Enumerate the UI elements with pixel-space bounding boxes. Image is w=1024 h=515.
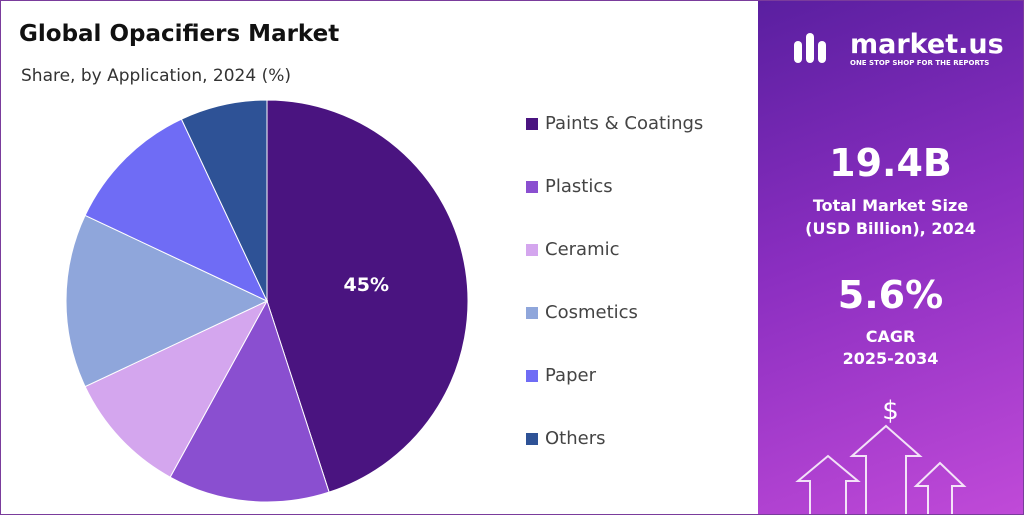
legend-swatch bbox=[526, 244, 538, 256]
cagr-label: CAGR bbox=[865, 327, 916, 346]
cagr-label: 2025-2034 bbox=[842, 349, 939, 368]
legend-label: Paints & Coatings bbox=[545, 113, 703, 134]
currency-icon: $ bbox=[882, 396, 899, 426]
legend-label: Paper bbox=[545, 365, 597, 386]
chart: Global Opacifiers Market Share, by Appli… bbox=[19, 21, 703, 503]
brand: market.us bbox=[850, 29, 1004, 60]
legend-label: Plastics bbox=[545, 176, 613, 197]
legend-label: Ceramic bbox=[545, 239, 620, 260]
pie-slice bbox=[266, 99, 469, 493]
pie-slice bbox=[84, 299, 269, 478]
legend-swatch bbox=[526, 370, 538, 382]
data-label: 45% bbox=[344, 274, 389, 296]
market-size-label: Total Market Size bbox=[812, 196, 969, 215]
pie-slice bbox=[84, 118, 269, 303]
market-size-label: (USD Billion), 2024 bbox=[805, 219, 976, 238]
pie-slice bbox=[169, 299, 330, 503]
legend-label: Cosmetics bbox=[545, 302, 638, 323]
legend-swatch bbox=[526, 307, 538, 319]
tagline: ONE STOP SHOP FOR THE REPORTS bbox=[850, 59, 990, 67]
legend-label: Others bbox=[545, 428, 606, 449]
cagr: 5.6% bbox=[837, 273, 944, 317]
legend-swatch bbox=[526, 181, 538, 193]
chart-subtitle: Share, by Application, 2024 (%) bbox=[21, 66, 291, 86]
chart-title: Global Opacifiers Market bbox=[19, 21, 339, 47]
legend-swatch bbox=[526, 433, 538, 445]
pie-slice bbox=[180, 99, 268, 302]
decor bbox=[794, 33, 967, 514]
legend-swatch bbox=[526, 118, 538, 130]
pie-slice bbox=[65, 214, 269, 388]
market-size: 19.4B bbox=[829, 141, 952, 185]
summary-panel: market.us ONE STOP SHOP FOR THE REPORTS … bbox=[758, 1, 1023, 514]
